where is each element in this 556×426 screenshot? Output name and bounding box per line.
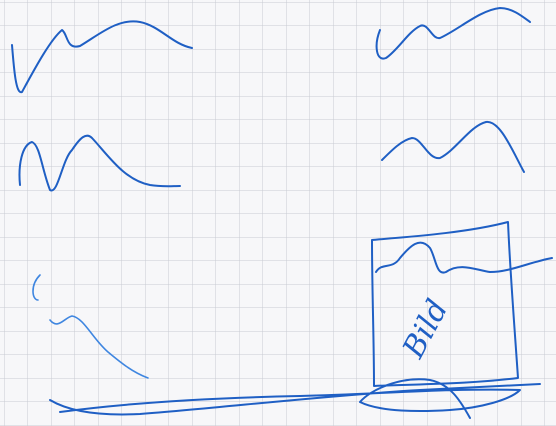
bottom-scribble	[49, 378, 541, 419]
box-curve	[375, 241, 553, 274]
curve-mid-left	[18, 134, 181, 192]
curve-mid-right	[381, 120, 525, 173]
curve-top-right	[375, 7, 531, 60]
curve-top-left	[11, 20, 193, 94]
curve-bottom-left	[32, 274, 149, 379]
picture-box	[371, 221, 519, 387]
